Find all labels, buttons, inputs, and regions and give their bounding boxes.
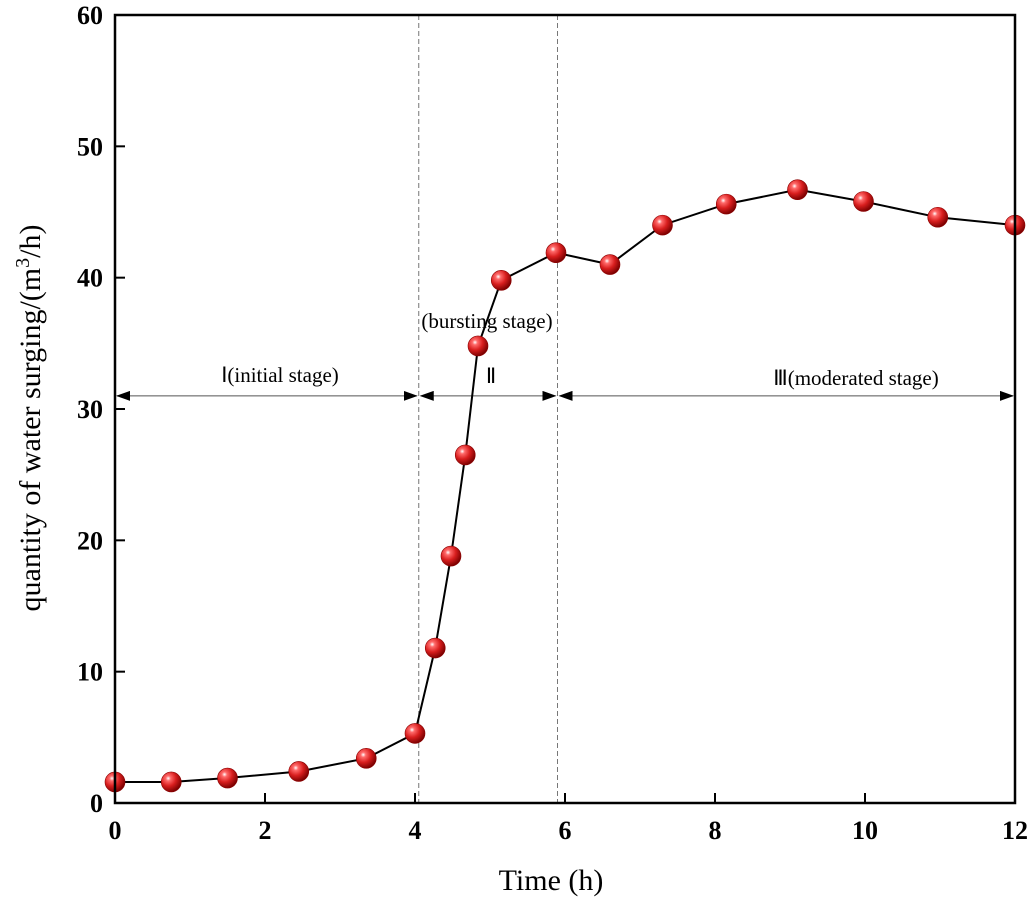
x-tick-label: 12 (1002, 816, 1028, 845)
x-tick-label: 8 (709, 816, 722, 845)
y-tick-label: 20 (77, 526, 103, 555)
data-point (787, 179, 808, 200)
x-axis-ticks: 0 2 4 6 8 10 12 (109, 793, 1028, 845)
y-axis-ticks: 0 10 20 30 40 50 60 (77, 1, 125, 818)
stage1-label: Ⅰ(initial stage) (221, 363, 339, 387)
y-tick-label: 60 (77, 1, 103, 30)
data-point (853, 191, 874, 212)
data-point (454, 444, 476, 466)
y-tick-label: 40 (77, 264, 103, 293)
data-point (160, 771, 182, 793)
data-point (599, 254, 621, 275)
data-point (355, 748, 377, 769)
x-tick-label: 4 (409, 816, 422, 845)
data-point (490, 269, 512, 291)
y-axis-title: quantity of water surging/(m3/h) (12, 225, 47, 612)
x-tick-label: 0 (109, 816, 122, 845)
x-tick-label: 2 (259, 816, 272, 845)
data-point (545, 242, 567, 264)
data-point (217, 767, 238, 789)
data-point (288, 761, 310, 782)
y-tick-label: 30 (77, 395, 103, 424)
stage2-numeral-label: Ⅱ (486, 364, 496, 388)
series-line (115, 188, 1016, 783)
y-tick-label: 50 (77, 132, 103, 161)
data-point (927, 206, 949, 228)
x-tick-label: 6 (559, 816, 572, 845)
stage3-label: Ⅲ(moderated stage) (773, 366, 939, 390)
data-points (104, 179, 1026, 793)
data-point (715, 193, 737, 215)
data-point (467, 335, 489, 357)
x-axis-title: Time (h) (499, 864, 604, 897)
stage-boundaries (418, 15, 558, 803)
x-tick-label: 10 (852, 816, 878, 845)
y-tick-label: 0 (90, 789, 103, 818)
data-point (440, 545, 462, 567)
data-point (652, 214, 673, 236)
y-tick-label: 10 (77, 658, 103, 687)
plot-frame (113, 13, 1017, 805)
data-point (424, 637, 446, 659)
y-axis-title-sup: 3 (12, 258, 34, 268)
data-point (404, 723, 426, 744)
